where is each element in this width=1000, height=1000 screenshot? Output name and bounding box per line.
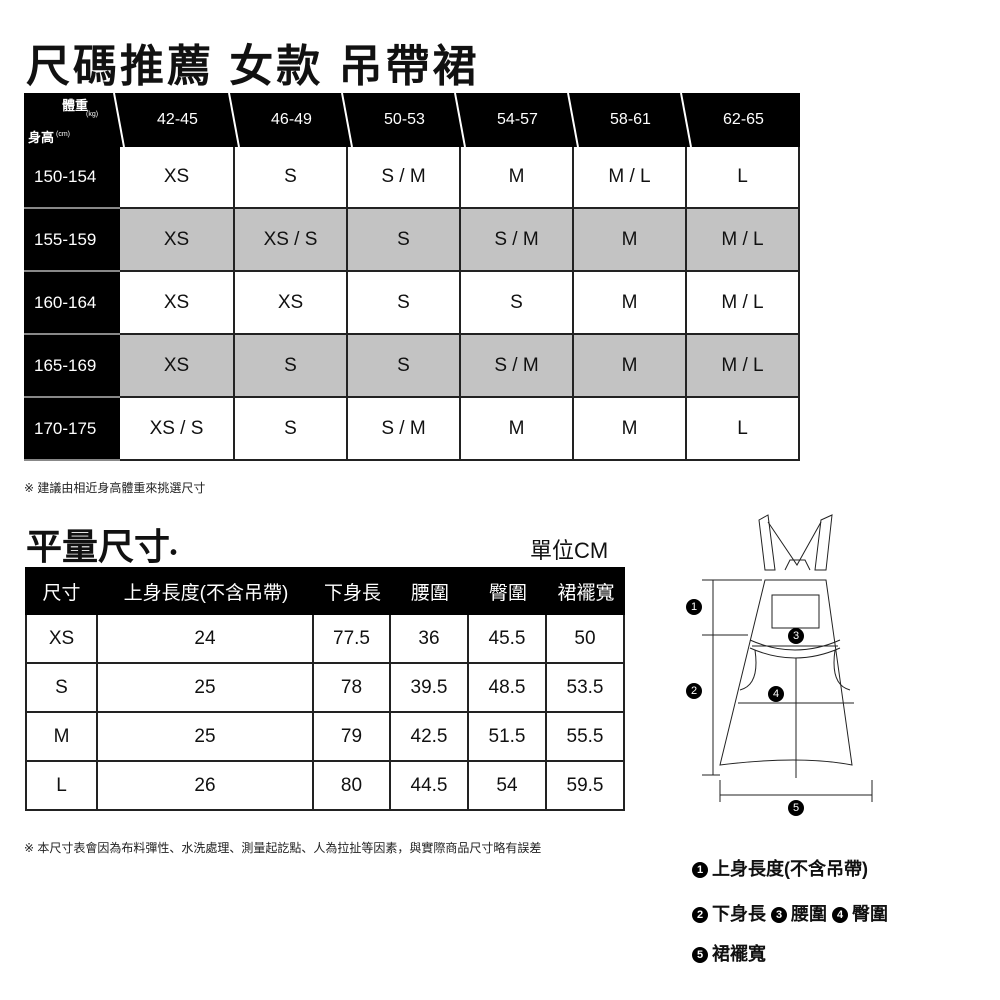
measurement-cell: 25 xyxy=(98,713,314,762)
size-cell: S xyxy=(235,335,348,398)
measurement-note: ※ 本尺寸表會因為布料彈性、水洗處理、測量起訖點、人為拉扯等因素，與實際商品尺寸… xyxy=(24,841,542,855)
height-label: 170-175 xyxy=(24,398,120,461)
page-title: 尺碼推薦 女款 吊帶裙 xyxy=(26,42,480,91)
measurement-cell: L xyxy=(25,762,98,811)
size-cell: XS xyxy=(120,335,235,398)
size-cell: S / M xyxy=(348,398,461,461)
marker-3: 3 xyxy=(788,628,804,644)
size-recommendation-table: 體重 (kg) 身高 (cm) 42-45 46-49 50-53 54-57 58-61 62-… xyxy=(24,93,804,463)
measurement-cell: 79 xyxy=(314,713,391,762)
measurement-table: 尺寸 上身長度(不含吊帶) 下身長 腰圍 臀圍 裙襬寬 XS 24 77.5 36 45.5 50 S 2… xyxy=(25,567,625,812)
weight-header: 54-57 xyxy=(497,111,538,128)
size-cell: XS xyxy=(120,272,235,335)
column-header: 上身長度(不含吊帶) xyxy=(98,567,314,615)
size-cell: XS / S xyxy=(120,398,235,461)
column-header: 尺寸 xyxy=(25,567,98,615)
legend-line-1: 1 上身長度(不含吊帶) xyxy=(692,855,868,881)
measurement-cell: XS xyxy=(25,615,98,664)
size-cell: S xyxy=(348,272,461,335)
weight-header: 50-53 xyxy=(384,111,425,128)
measurement-cell: M xyxy=(25,713,98,762)
measurement-cell: 59.5 xyxy=(547,762,625,811)
size-cell: S xyxy=(348,209,461,272)
size-cell: L xyxy=(687,147,800,209)
size-cell: M / L xyxy=(687,335,800,398)
size-cell: S / M xyxy=(461,209,574,272)
column-header: 裙襬寬 xyxy=(547,567,625,615)
height-label: 150-154 xyxy=(24,147,120,209)
measurement-cell: S xyxy=(25,664,98,713)
height-label: 155-159 xyxy=(24,209,120,272)
weight-header: 62-65 xyxy=(723,111,764,128)
size-cell: XS / S xyxy=(235,209,348,272)
measurement-cell: 78 xyxy=(314,664,391,713)
measurement-cell: 42.5 xyxy=(391,713,469,762)
measurement-cell: 51.5 xyxy=(469,713,547,762)
size-cell: L xyxy=(687,398,800,461)
measurement-cell: 26 xyxy=(98,762,314,811)
size-cell: S xyxy=(348,335,461,398)
size-cell: M / L xyxy=(687,209,800,272)
size-cell: XS xyxy=(120,147,235,209)
size-cell: M xyxy=(574,209,687,272)
column-header: 腰圍 xyxy=(391,567,469,615)
unit-label: 單位CM xyxy=(530,538,609,563)
legend-3: 腰圍 xyxy=(791,904,828,924)
table-note: ※ 建議由相近身高體重來挑選尺寸 xyxy=(24,481,206,495)
measurement-cell: 25 xyxy=(98,664,314,713)
measurement-cell: 53.5 xyxy=(547,664,625,713)
size-cell: M xyxy=(461,147,574,209)
column-header: 下身長 xyxy=(314,567,391,615)
legend-line-2: 2 下身長 3 腰圍 4 臀圍 xyxy=(692,900,888,926)
legend-5: 裙襬寬 xyxy=(712,944,766,964)
size-cell: S xyxy=(461,272,574,335)
measurement-cell: 54 xyxy=(469,762,547,811)
marker-4: 4 xyxy=(768,686,784,702)
size-cell: S xyxy=(235,147,348,209)
measurement-cell: 48.5 xyxy=(469,664,547,713)
section-title-text: 平量尺寸 xyxy=(26,526,171,567)
size-cell: S xyxy=(235,398,348,461)
size-cell: S / M xyxy=(461,335,574,398)
weight-header: 46-49 xyxy=(271,111,312,128)
legend-2: 下身長 xyxy=(712,904,766,924)
column-header: 臀圍 xyxy=(469,567,547,615)
size-cell: M xyxy=(574,272,687,335)
measurement-cell: 45.5 xyxy=(469,615,547,664)
size-cell: XS xyxy=(235,272,348,335)
diagram-markers: 1 2 3 4 5 xyxy=(680,510,880,820)
marker-1: 1 xyxy=(686,599,702,615)
weight-header: 42-45 xyxy=(157,111,198,128)
section-title: 平量尺寸• xyxy=(26,526,178,567)
measurement-cell: 44.5 xyxy=(391,762,469,811)
height-label: 160-164 xyxy=(24,272,120,335)
header-bar xyxy=(24,93,800,147)
marker-5: 5 xyxy=(788,800,804,816)
size-cell: S / M xyxy=(348,147,461,209)
size-cell: M / L xyxy=(574,147,687,209)
size-cell: M / L xyxy=(687,272,800,335)
size-cell: M xyxy=(574,398,687,461)
marker-2: 2 xyxy=(686,683,702,699)
measurement-cell: 55.5 xyxy=(547,713,625,762)
legend-4: 臀圍 xyxy=(852,904,889,924)
legend-line-3: 5 裙襬寬 xyxy=(692,940,766,966)
measurement-cell: 24 xyxy=(98,615,314,664)
corner-header: 體重 (kg) 身高 (cm) xyxy=(28,98,99,145)
size-cell: M xyxy=(574,335,687,398)
garment-diagram xyxy=(702,514,873,802)
measurement-cell: 77.5 xyxy=(314,615,391,664)
measurement-cell: 36 xyxy=(391,615,469,664)
legend-1: 上身長度(不含吊帶) xyxy=(712,859,868,879)
measurement-cell: 80 xyxy=(314,762,391,811)
size-cell: M xyxy=(461,398,574,461)
size-cell: XS xyxy=(120,209,235,272)
measurement-cell: 50 xyxy=(547,615,625,664)
weight-header: 58-61 xyxy=(610,111,651,128)
measurement-cell: 39.5 xyxy=(391,664,469,713)
height-label: 165-169 xyxy=(24,335,120,398)
